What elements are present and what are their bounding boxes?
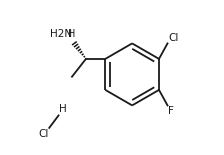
Text: H: H (59, 104, 67, 114)
Text: Cl: Cl (168, 33, 179, 43)
Text: H: H (68, 29, 76, 39)
Text: Cl: Cl (38, 129, 48, 140)
Text: H2N: H2N (50, 29, 72, 39)
Text: F: F (168, 106, 174, 116)
